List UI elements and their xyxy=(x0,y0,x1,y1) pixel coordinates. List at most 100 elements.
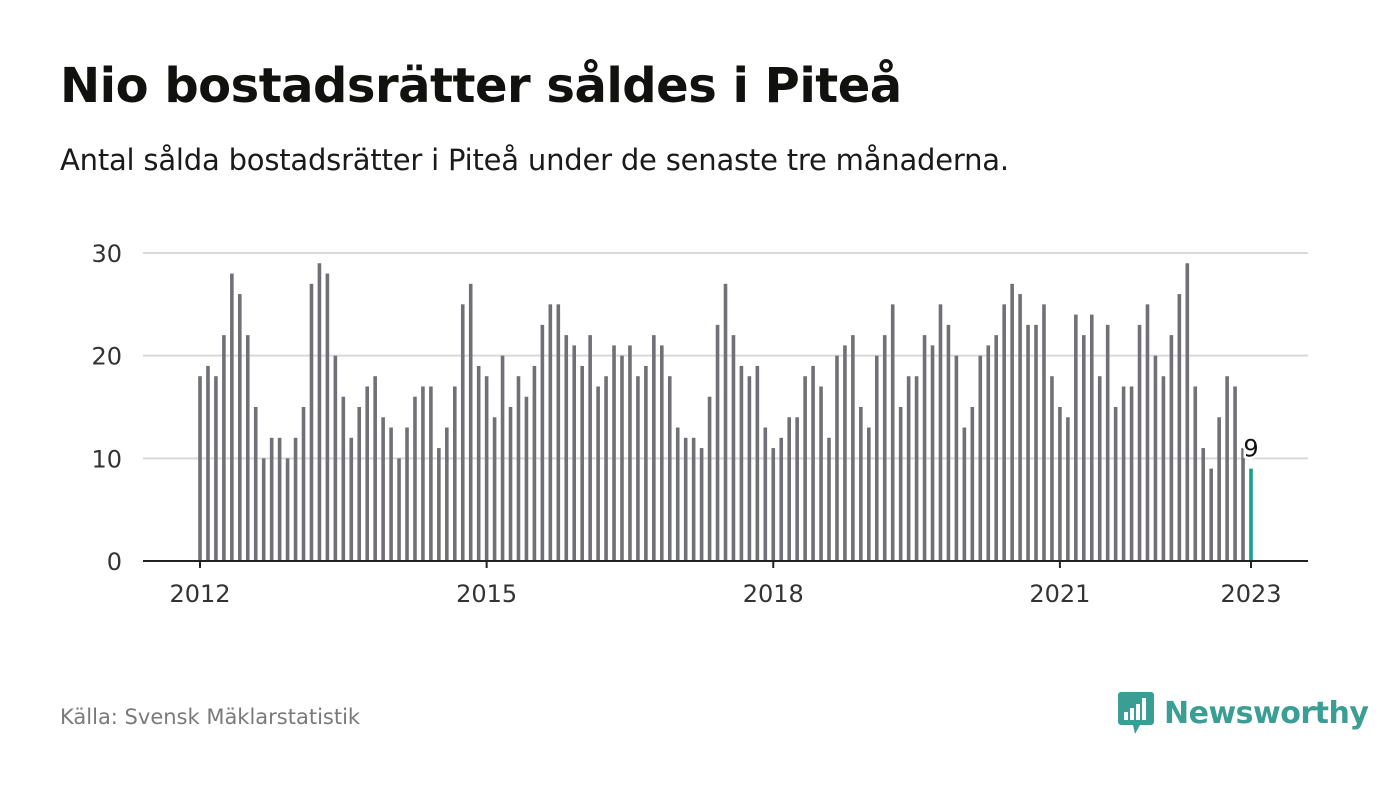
bar xyxy=(556,304,561,561)
bar xyxy=(1026,324,1030,561)
bar xyxy=(1225,376,1229,561)
y-tick-label: 20 xyxy=(91,343,122,371)
bar xyxy=(675,427,680,561)
bar xyxy=(946,324,951,561)
bar xyxy=(699,448,704,561)
bar xyxy=(341,396,346,561)
bar xyxy=(930,345,935,561)
bar xyxy=(731,335,736,561)
bar xyxy=(1185,263,1190,561)
bar xyxy=(484,376,489,561)
bar xyxy=(739,365,744,561)
bar xyxy=(1121,386,1126,561)
bar xyxy=(317,263,322,561)
bar xyxy=(1193,386,1198,561)
bar xyxy=(1177,294,1182,561)
bar xyxy=(1042,304,1046,561)
brand-logo: Newsworthy xyxy=(1118,690,1369,736)
bar xyxy=(596,386,600,561)
x-tick-label: 2021 xyxy=(1029,580,1090,608)
bar xyxy=(580,365,584,561)
bar xyxy=(604,376,608,561)
bar xyxy=(1050,376,1054,561)
bar xyxy=(572,345,577,561)
bar-highlight xyxy=(1249,468,1253,561)
bar xyxy=(277,437,282,561)
bar xyxy=(811,365,815,561)
bar xyxy=(1241,448,1245,561)
bar xyxy=(723,283,728,561)
bar xyxy=(198,376,202,561)
y-tick-label: 30 xyxy=(91,240,122,268)
bar xyxy=(1082,335,1086,561)
bar xyxy=(914,376,919,561)
bar xyxy=(357,407,362,561)
bar xyxy=(508,407,513,561)
bar xyxy=(460,304,465,561)
bar xyxy=(636,376,640,561)
bar xyxy=(652,335,656,561)
bar xyxy=(795,417,799,561)
bar xyxy=(683,437,688,561)
x-tick-label: 2015 xyxy=(456,580,517,608)
bar xyxy=(691,437,696,561)
bar xyxy=(890,304,895,561)
bar xyxy=(660,345,664,561)
x-tick-label: 2018 xyxy=(743,580,804,608)
bar xyxy=(803,376,807,561)
bar xyxy=(1209,468,1213,561)
bar xyxy=(269,437,274,561)
bar xyxy=(405,427,409,561)
bar xyxy=(381,417,385,561)
bar xyxy=(1233,386,1237,561)
bar-chart-speech-bubble-icon xyxy=(1118,692,1154,734)
bar xyxy=(1129,386,1134,561)
bar xyxy=(397,458,401,561)
bar xyxy=(1002,304,1006,561)
bar xyxy=(1145,304,1150,561)
bar xyxy=(1018,294,1022,561)
bar xyxy=(238,294,242,561)
bar xyxy=(206,365,210,561)
bar xyxy=(1113,407,1118,561)
bar xyxy=(333,355,338,561)
bar xyxy=(468,283,473,561)
bar xyxy=(588,335,592,561)
bar xyxy=(1074,314,1078,561)
bar xyxy=(962,427,967,561)
brand-name: Newsworthy xyxy=(1164,695,1369,731)
bar xyxy=(747,376,752,561)
bar xyxy=(882,335,887,561)
bar xyxy=(898,407,903,561)
bar xyxy=(1201,448,1206,561)
bar xyxy=(835,355,839,561)
x-tick-label: 2023 xyxy=(1220,580,1281,608)
bar xyxy=(540,324,545,561)
bar xyxy=(452,386,457,561)
bar xyxy=(500,355,505,561)
bar xyxy=(1058,407,1062,561)
bar xyxy=(843,345,847,561)
bar xyxy=(874,355,879,561)
y-axis-ticks: 0 10 20 30 xyxy=(91,240,122,576)
y-tick-label: 10 xyxy=(91,445,122,473)
bar xyxy=(214,376,218,561)
bar xyxy=(667,376,672,561)
bar xyxy=(715,324,720,561)
bar xyxy=(429,386,433,561)
bar xyxy=(1161,376,1166,561)
bar xyxy=(293,437,298,561)
bar xyxy=(819,386,823,561)
bar xyxy=(524,396,529,561)
bar xyxy=(445,427,449,561)
bar xyxy=(365,386,369,561)
bar xyxy=(1066,417,1070,561)
value-annotation: 9 xyxy=(1243,435,1258,463)
bar xyxy=(994,335,999,561)
bar xyxy=(564,335,569,561)
bar xyxy=(763,427,768,561)
bar xyxy=(859,407,863,561)
bar xyxy=(437,448,441,561)
bar xyxy=(787,417,791,561)
